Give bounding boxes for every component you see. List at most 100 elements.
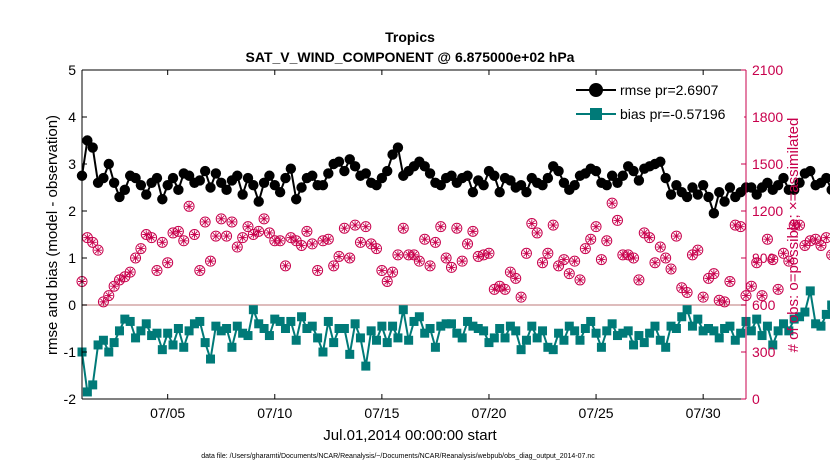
obs-possible-point [537,257,549,269]
obs-assimilated-point [244,222,252,231]
obs-possible-point [820,232,830,244]
obs-assimilated-point [581,244,590,253]
legend-bias-marker [590,108,602,120]
obs-assimilated-point [185,202,194,211]
rmse-point [317,179,329,191]
obs-possible-point [633,274,645,286]
rmse-point [194,175,206,186]
legend: rmse pr=2.6907 bias pr=-0.57196 [572,76,744,128]
bias-point [264,331,274,341]
bias-point [291,335,301,345]
bias-point [612,331,622,341]
rmse-point [601,179,612,191]
bias-point [586,316,596,326]
bias-point [789,314,799,324]
obs-assimilated-point [351,221,360,230]
rmse-point [167,172,179,184]
obs-assimilated-point [399,224,408,233]
obs-possible-point [103,290,115,302]
obs-assimilated-point [110,282,119,291]
obs-possible-point [783,255,795,267]
bias-point [489,333,499,343]
rmse-point [446,170,457,181]
bias-point [720,324,730,333]
obs-assimilated-point [565,269,574,278]
bias-point [457,333,467,343]
obs-possible-point [558,254,570,266]
rmse-point [205,182,216,193]
obs-possible-point [761,233,773,245]
rmse-point [537,179,548,191]
rmse-point [210,168,222,179]
obs-possible-point [515,291,527,303]
obs-possible-point [354,236,366,248]
obs-possible-point [670,230,682,242]
bias-point [286,316,296,326]
x-tick-label: 07/05 [150,405,185,421]
obs-possible-point [504,266,516,278]
obs-assimilated-point [811,235,820,244]
obs-possible-point [644,232,656,244]
obs-assimilated-point [447,263,456,272]
rmse-point [371,179,382,191]
obs-possible-point [92,244,104,256]
obs-possible-point [397,222,409,234]
obs-possible-point [328,260,340,272]
rmse-point [515,179,527,191]
bias-point [580,324,590,333]
rmse-point [387,149,398,160]
bias-point [436,321,446,331]
obs-assimilated-point [511,274,520,283]
obs-possible-point [585,233,597,245]
rmse-point [237,189,248,200]
obs-assimilated-point [190,230,199,239]
y-tick-label: -1 [64,344,77,360]
obs-assimilated-point [318,236,327,245]
obs-assimilated-point [377,266,386,275]
y-right-tick-label: 600 [752,297,776,313]
obs-possible-point [301,225,313,237]
obs-possible-point [349,219,361,231]
bias-point [173,324,183,333]
rmse-point [157,194,168,205]
obs-possible-point [724,276,736,287]
rmse-point [569,179,580,191]
rmse-point [665,189,677,200]
bias-point [98,335,108,345]
rmse-point [344,154,355,165]
rmse-point [821,172,830,184]
bias-point [243,331,253,341]
x-tick-label: 07/30 [686,405,721,421]
bias-point [254,319,264,329]
obs-assimilated-point [779,249,788,258]
obs-possible-point [392,249,404,261]
bias-point [259,324,269,333]
bias-point [430,342,440,352]
rmse-point [323,168,334,179]
bias-point [414,312,424,322]
rmse-point [296,182,307,193]
obs-possible-point [440,252,452,264]
legend-rmse-label: rmse pr=2.6907 [620,82,719,98]
y-tick-label: 5 [68,62,76,78]
rmse-point [199,165,211,177]
rmse-point [553,165,564,177]
bias-point [591,328,601,338]
obs-assimilated-point [517,293,526,302]
bias-point [323,316,333,326]
bias-point [570,326,580,336]
obs-assimilated-point [790,221,799,230]
bias-point [559,335,569,345]
rmse-point [274,187,286,198]
obs-assimilated-point [174,227,183,236]
obs-possible-point [451,222,463,234]
obs-possible-point [660,252,672,264]
rmse-point [151,172,163,184]
x-tick-label: 07/10 [257,405,292,421]
rmse-point [826,184,830,195]
rmse-point [467,187,479,198]
obs-possible-point [338,222,350,234]
obs-possible-point [199,216,211,228]
bias-point [623,326,633,336]
bias-point [800,307,810,317]
